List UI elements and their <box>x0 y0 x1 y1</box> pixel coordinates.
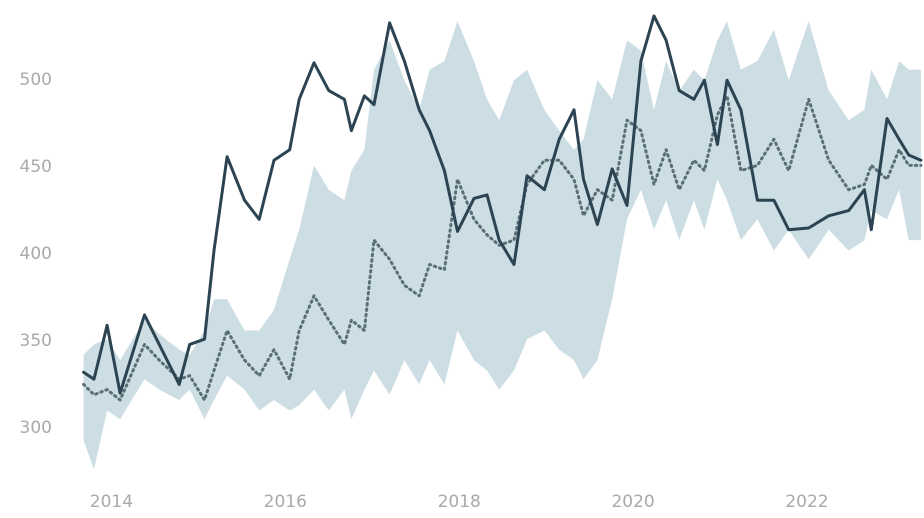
y-tick-label: 400 <box>20 244 52 264</box>
y-tick-label: 500 <box>20 70 52 90</box>
y-tick-label: 350 <box>20 331 52 351</box>
x-tick-label: 2016 <box>264 492 307 512</box>
median-line <box>82 94 923 402</box>
y-tick-label: 450 <box>20 157 52 177</box>
x-tick-label: 2018 <box>438 492 481 512</box>
x-tick-label: 2014 <box>90 492 133 512</box>
x-tick-label: 2020 <box>611 492 654 512</box>
y-tick-label: 300 <box>20 418 52 438</box>
x-tick-label: 2022 <box>785 492 828 512</box>
actual-line <box>82 14 923 395</box>
